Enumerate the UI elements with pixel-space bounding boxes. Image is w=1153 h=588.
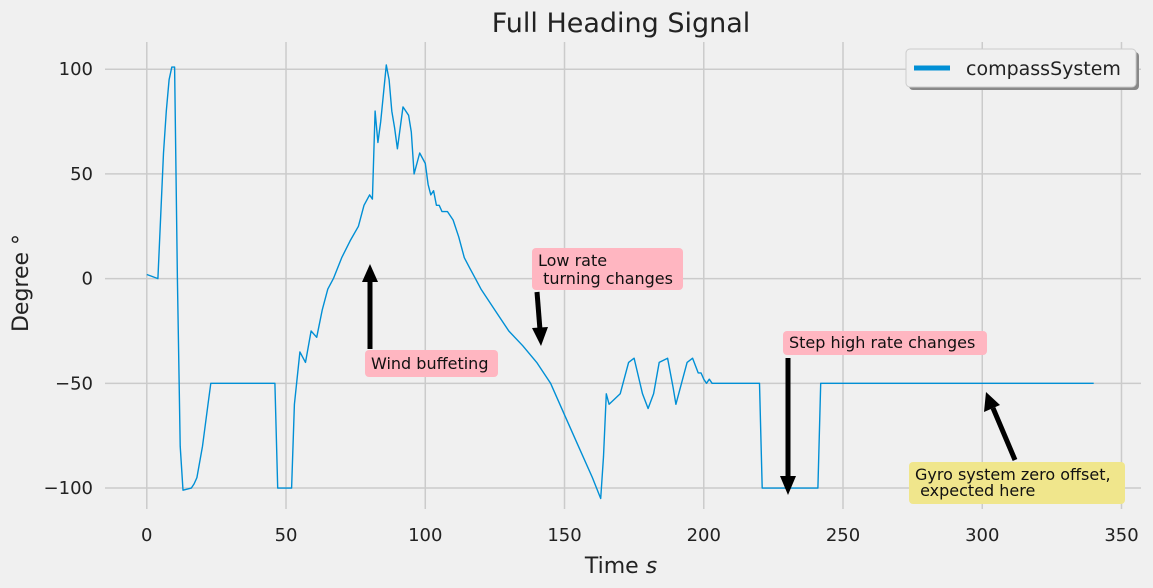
legend-label: compassSystem xyxy=(966,58,1121,80)
legend-box xyxy=(905,48,1137,88)
legend: compassSystem xyxy=(905,48,1139,90)
y-tick-label: 0 xyxy=(82,269,93,290)
x-tick-label: 350 xyxy=(1104,525,1138,546)
y-tick-label: −50 xyxy=(55,373,93,394)
y-tick-label: 100 xyxy=(59,59,93,80)
series-line-compass-system xyxy=(146,64,1094,500)
annotation-line-2: turning changes xyxy=(538,269,673,288)
annotation-arrowhead xyxy=(362,264,378,282)
annotation-arrow xyxy=(990,407,1018,461)
annotation-text: Gyro system zero offset, expected here xyxy=(915,465,1116,500)
annotation-text: Low rate turning changes xyxy=(538,251,673,288)
annotation-box xyxy=(532,248,683,290)
annotation-text: Step high rate changes xyxy=(789,333,975,352)
annotation-line-1: Low rate xyxy=(538,251,607,270)
x-axis-label-text: Time xyxy=(584,554,639,579)
tick-labels: 0 50 100 150 200 250 300 350 −100 −50 0 50 100 xyxy=(44,59,1139,546)
annotation-text: Wind buffeting xyxy=(371,354,488,373)
annotation-low-rate: Low rate turning changes xyxy=(532,248,683,346)
x-tick-label: 300 xyxy=(965,525,999,546)
annotation-arrow xyxy=(534,291,543,331)
chart-title: Full Heading Signal xyxy=(492,8,751,39)
annotation-arrowhead xyxy=(984,392,1000,412)
x-tick-label: 0 xyxy=(141,525,152,546)
series-lines xyxy=(146,64,1094,500)
annotation-arrowhead xyxy=(780,476,796,495)
y-axis-label: Degree ° xyxy=(9,234,34,332)
x-axis-unit: s xyxy=(646,554,657,579)
x-tick-label: 50 xyxy=(275,525,298,546)
annotation-line-2: expected here xyxy=(915,481,1035,500)
annotation-step-high-rate: Step high rate changes xyxy=(780,331,987,495)
x-tick-label: 250 xyxy=(826,525,860,546)
x-tick-label: 100 xyxy=(408,525,442,546)
y-tick-label: 50 xyxy=(70,164,93,185)
annotation-box xyxy=(909,462,1125,504)
annotation-wind-buffeting: Wind buffeting xyxy=(362,264,498,377)
annotation-line-1: Gyro system zero offset, xyxy=(915,465,1111,484)
x-axis-label: Time s xyxy=(584,554,657,579)
annotation-arrowhead xyxy=(532,327,548,346)
x-tick-label: 200 xyxy=(687,525,721,546)
annotation-gyro-offset: Gyro system zero offset, expected here xyxy=(909,392,1125,504)
annotations: Wind buffeting Low rate turning changes … xyxy=(362,248,1125,504)
x-tick-label: 150 xyxy=(547,525,581,546)
y-tick-label: −100 xyxy=(44,478,93,499)
annotation-box xyxy=(783,331,987,355)
annotation-box xyxy=(365,350,498,377)
